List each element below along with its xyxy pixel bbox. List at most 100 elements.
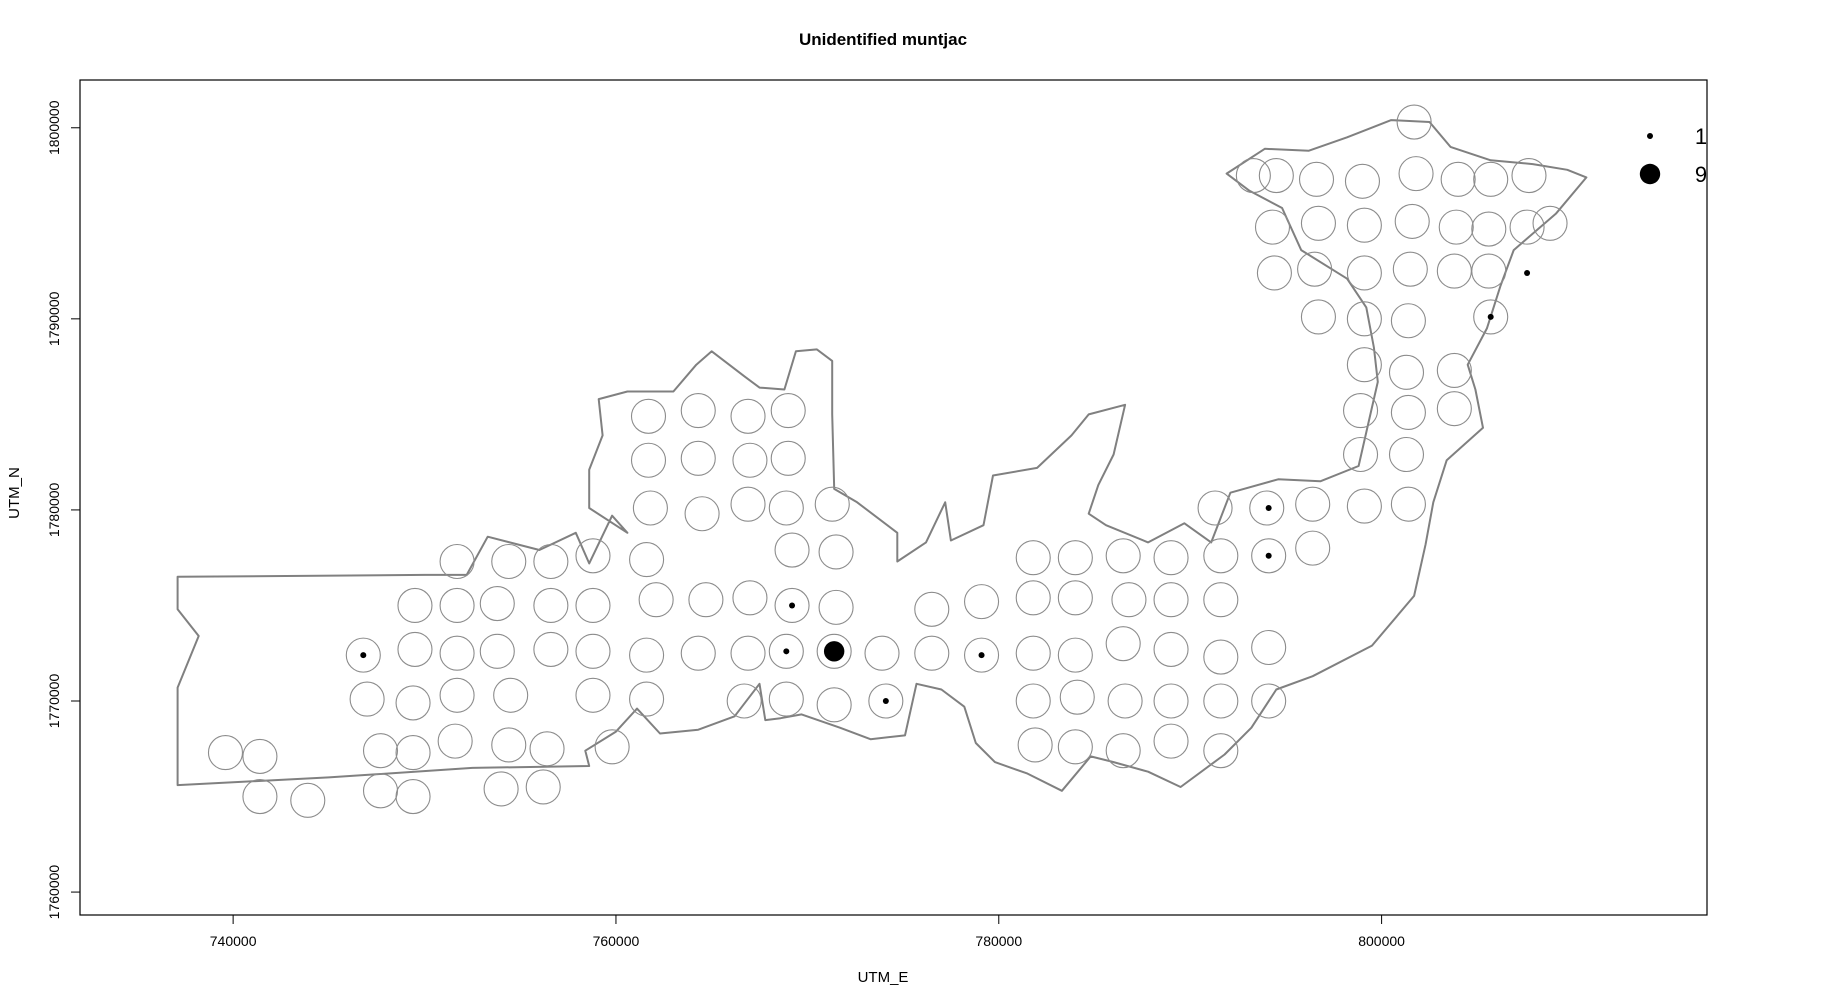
station-circle: [533, 543, 569, 580]
station-circle: [1436, 253, 1472, 289]
station-circle: [726, 683, 762, 719]
station-circle: [491, 727, 527, 763]
station-circle: [439, 587, 475, 624]
station-circle: [525, 769, 561, 805]
data-point: [360, 652, 367, 659]
station-circle: [770, 440, 806, 476]
station-circle: [1298, 161, 1335, 197]
station-circle: [1295, 486, 1331, 522]
data-point: [1487, 313, 1494, 320]
station-circle: [1398, 156, 1434, 192]
station-circle: [207, 735, 244, 771]
station-circle: [439, 543, 475, 580]
legend-symbol: [1647, 133, 1653, 139]
station-circle: [1346, 347, 1382, 383]
station-circle: [963, 637, 1000, 673]
station-circle: [1471, 253, 1507, 289]
station-circle: [1256, 255, 1292, 291]
station-circle: [684, 496, 720, 532]
station-circle: [730, 486, 766, 522]
station-circle: [242, 778, 278, 815]
station-circle: [1249, 490, 1285, 526]
station-circle: [1057, 540, 1093, 576]
station-circle: [864, 635, 900, 671]
station-circle: [688, 582, 724, 618]
station-circle: [290, 782, 326, 818]
station-circle: [1057, 729, 1093, 765]
station-circle: [1346, 255, 1382, 291]
station-circle: [1440, 161, 1476, 197]
station-circle: [629, 681, 665, 717]
station-circle: [1203, 733, 1239, 769]
station-circle: [395, 685, 431, 721]
station-circle: [1153, 631, 1189, 667]
station-circle: [439, 635, 475, 671]
station-circle: [1105, 733, 1141, 769]
station-circle: [1346, 488, 1382, 524]
station-circle: [479, 585, 515, 622]
station-circle: [1346, 301, 1382, 337]
station-circle: [768, 490, 804, 526]
station-circle: [632, 490, 668, 526]
station-circle: [594, 729, 630, 765]
station-circle: [1295, 530, 1331, 566]
station-circle: [732, 442, 768, 478]
station-circle: [630, 398, 667, 434]
station-circle: [774, 587, 810, 624]
station-circle: [1251, 683, 1287, 719]
station-circle: [818, 589, 854, 625]
station-circle: [1532, 205, 1568, 241]
station-circle: [963, 584, 1000, 620]
station-circle: [1346, 207, 1382, 243]
station-circle: [362, 733, 399, 769]
station-circle: [816, 633, 852, 669]
station-circle: [479, 633, 515, 669]
station-circle: [395, 735, 431, 771]
plot-frame: [79, 79, 1708, 916]
station-circle: [1015, 635, 1051, 671]
x-tick-label: 800000: [1358, 933, 1405, 949]
station-circle: [1251, 538, 1287, 574]
station-circle: [397, 587, 433, 624]
station-circle: [529, 731, 565, 767]
station-circle: [1392, 251, 1428, 287]
station-circle: [575, 587, 611, 624]
station-circle: [730, 635, 766, 671]
station-circle: [680, 393, 716, 429]
data-point: [783, 648, 790, 655]
data-point: [1524, 269, 1531, 276]
station-circle: [1509, 209, 1545, 245]
data-point: [823, 641, 845, 662]
station-circle: [1473, 299, 1509, 335]
station-circle: [730, 398, 766, 434]
station-circle: [1203, 639, 1239, 675]
station-circle: [732, 580, 768, 616]
region-boundary: [176, 119, 1588, 792]
station-circle: [439, 677, 475, 713]
station-circle: [1342, 436, 1379, 473]
legend-label: 9: [1695, 162, 1707, 187]
x-tick-label: 760000: [593, 933, 640, 949]
x-axis-label: UTM_E: [858, 969, 909, 986]
station-circle: [437, 723, 473, 759]
station-circle: [1015, 540, 1051, 576]
station-circle: [575, 538, 611, 574]
station-circle: [1344, 163, 1381, 199]
station-circle: [1436, 391, 1472, 427]
station-circle: [1390, 394, 1426, 431]
station-circle: [1105, 626, 1141, 662]
station-circle: [1203, 538, 1239, 574]
station-circle: [1300, 205, 1336, 241]
station-circle: [533, 587, 569, 624]
station-circle: [1342, 393, 1379, 429]
station-circle: [680, 635, 716, 671]
station-circle: [349, 681, 385, 717]
x-tick-label: 780000: [975, 933, 1022, 949]
station-circle: [770, 393, 806, 429]
station-circle: [1017, 727, 1053, 763]
station-circle: [242, 738, 278, 774]
data-point: [882, 697, 889, 704]
station-circle: [774, 532, 810, 568]
station-circle: [1015, 683, 1051, 719]
station-circle: [1258, 157, 1294, 194]
